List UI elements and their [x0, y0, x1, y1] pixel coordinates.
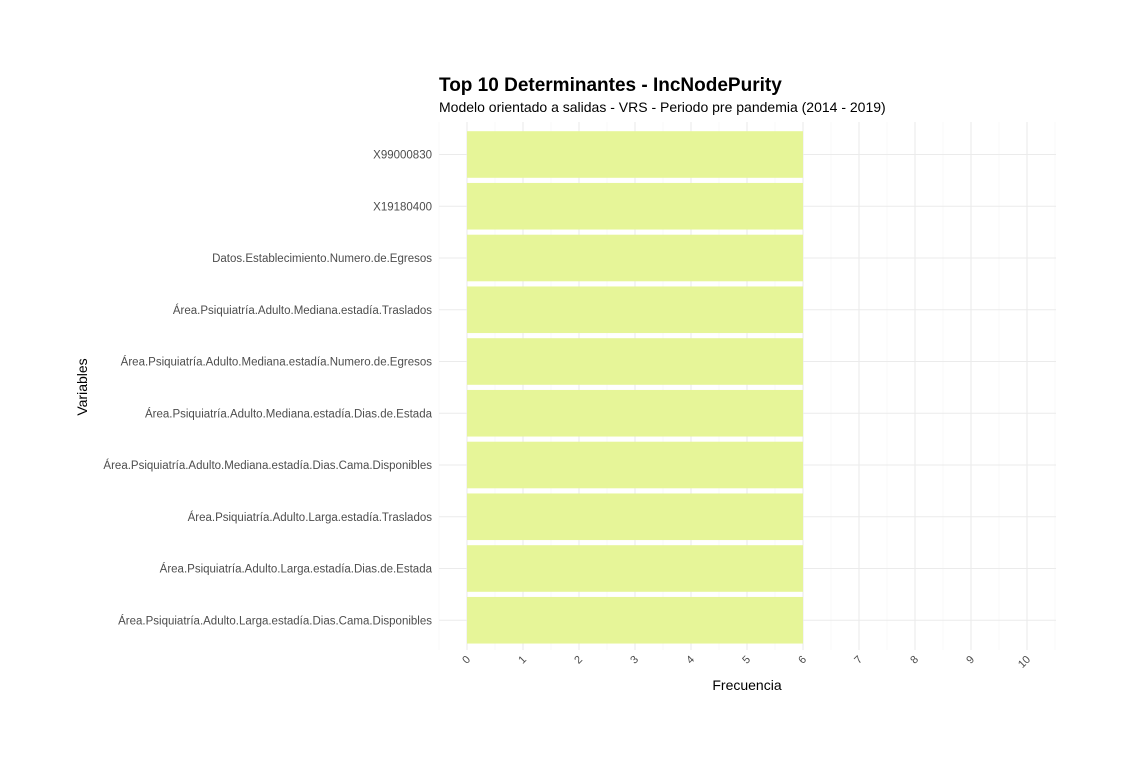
chart-title: Top 10 Determinantes - IncNodePurity — [439, 75, 782, 96]
x-tick-label: 7 — [852, 654, 865, 667]
x-tick-label: 9 — [964, 654, 977, 667]
bar — [467, 182, 803, 230]
bar — [467, 441, 803, 489]
y-tick-label: X19180400 — [373, 201, 432, 213]
bar — [467, 493, 803, 541]
y-tick-label: Área.Psiquiatría.Adulto.Larga.estadía.Di… — [160, 563, 433, 576]
bar — [467, 131, 803, 178]
bar — [467, 596, 803, 644]
y-tick-label: Área.Psiquiatría.Adulto.Mediana.estadía.… — [173, 304, 432, 317]
y-tick-label: X99000830 — [373, 150, 432, 162]
x-tick-label: 5 — [740, 654, 753, 667]
y-tick-label: Área.Psiquiatría.Adulto.Mediana.estadía.… — [121, 356, 433, 369]
x-tick-label: 1 — [516, 654, 529, 667]
bar — [467, 286, 803, 334]
bar — [467, 389, 803, 437]
y-tick-label: Datos.Establecimiento.Numero.de.Egresos — [212, 253, 432, 265]
bars — [467, 131, 803, 644]
y-tick-label: Área.Psiquiatría.Adulto.Larga.estadía.Tr… — [188, 511, 433, 524]
x-tick-label: 3 — [628, 654, 641, 667]
bar — [467, 234, 803, 282]
x-tick-label: 2 — [572, 654, 585, 667]
y-tick-label: Área.Psiquiatría.Adulto.Mediana.estadía.… — [145, 407, 433, 420]
x-tick-label: 6 — [796, 654, 809, 667]
x-axis-ticks: 0 1 2 3 4 5 6 7 8 9 10 — [460, 654, 1033, 671]
x-tick-label: 10 — [1016, 654, 1033, 671]
y-axis-ticks: X99000830 X19180400 Datos.Establecimiento.… — [103, 150, 432, 628]
y-axis-title: Variables — [74, 358, 90, 415]
x-tick-label: 0 — [460, 654, 473, 667]
x-tick-label: 8 — [908, 654, 921, 667]
y-tick-label: Área.Psiquiatría.Adulto.Larga.estadía.Di… — [118, 614, 432, 627]
x-tick-label: 4 — [684, 654, 697, 667]
bar — [467, 545, 803, 592]
chart-subtitle: Modelo orientado a salidas - VRS - Perio… — [439, 99, 886, 115]
bar — [467, 338, 803, 385]
y-tick-label: Área.Psiquiatría.Adulto.Mediana.estadía.… — [103, 459, 432, 472]
x-axis-title: Frecuencia — [712, 677, 781, 693]
